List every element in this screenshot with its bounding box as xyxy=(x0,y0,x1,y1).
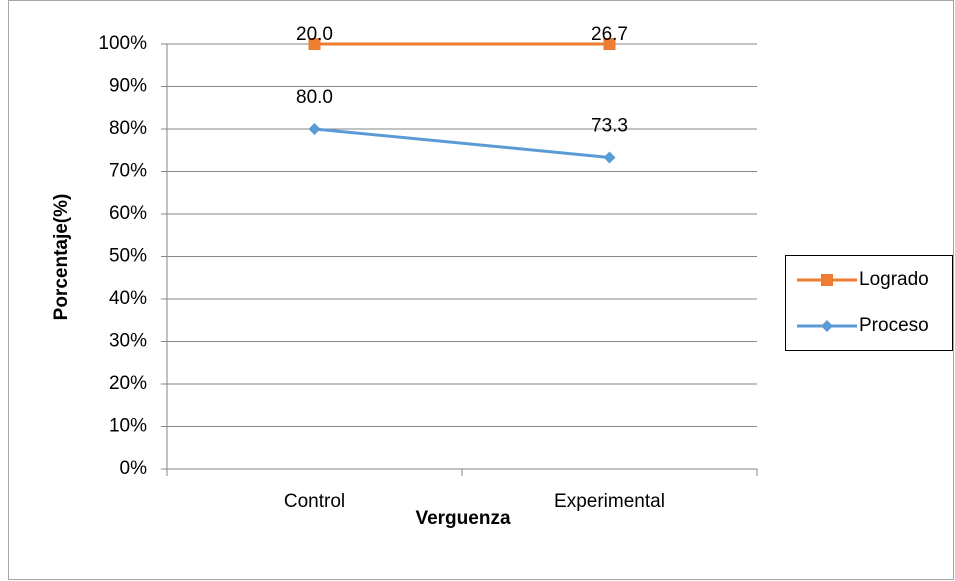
legend-box xyxy=(785,255,953,351)
data-point xyxy=(603,151,616,164)
y-tick-label: 30% xyxy=(109,331,147,352)
y-tick-label: 20% xyxy=(109,373,147,394)
y-tick-label: 10% xyxy=(109,416,147,437)
legend-label: Proceso xyxy=(859,315,929,336)
legend-label: Logrado xyxy=(859,269,929,290)
y-tick-label: 80% xyxy=(109,118,147,139)
data-point xyxy=(308,38,321,50)
x-axis-title: Verguenza xyxy=(415,508,510,529)
y-tick-label: 100% xyxy=(98,33,147,54)
data-label: 26.7 xyxy=(591,24,628,45)
data-label: 20.0 xyxy=(296,24,333,45)
x-tick-label: Control xyxy=(284,491,345,512)
y-tick-label: 90% xyxy=(109,76,147,97)
y-tick-label: 50% xyxy=(109,246,147,267)
y-axis-title: Porcentaje(%) xyxy=(51,194,72,321)
data-point xyxy=(603,38,616,50)
data-point xyxy=(308,123,321,135)
legend-marker xyxy=(821,274,833,286)
y-tick-label: 70% xyxy=(109,161,147,182)
legend-marker xyxy=(821,320,833,332)
y-tick-label: 60% xyxy=(109,203,147,224)
data-label: 80.0 xyxy=(296,87,333,108)
data-label: 73.3 xyxy=(591,115,628,136)
y-tick-label: 0% xyxy=(120,458,148,479)
series-line xyxy=(314,127,610,159)
x-tick-label: Experimental xyxy=(554,491,665,512)
y-tick-label: 40% xyxy=(109,288,147,309)
